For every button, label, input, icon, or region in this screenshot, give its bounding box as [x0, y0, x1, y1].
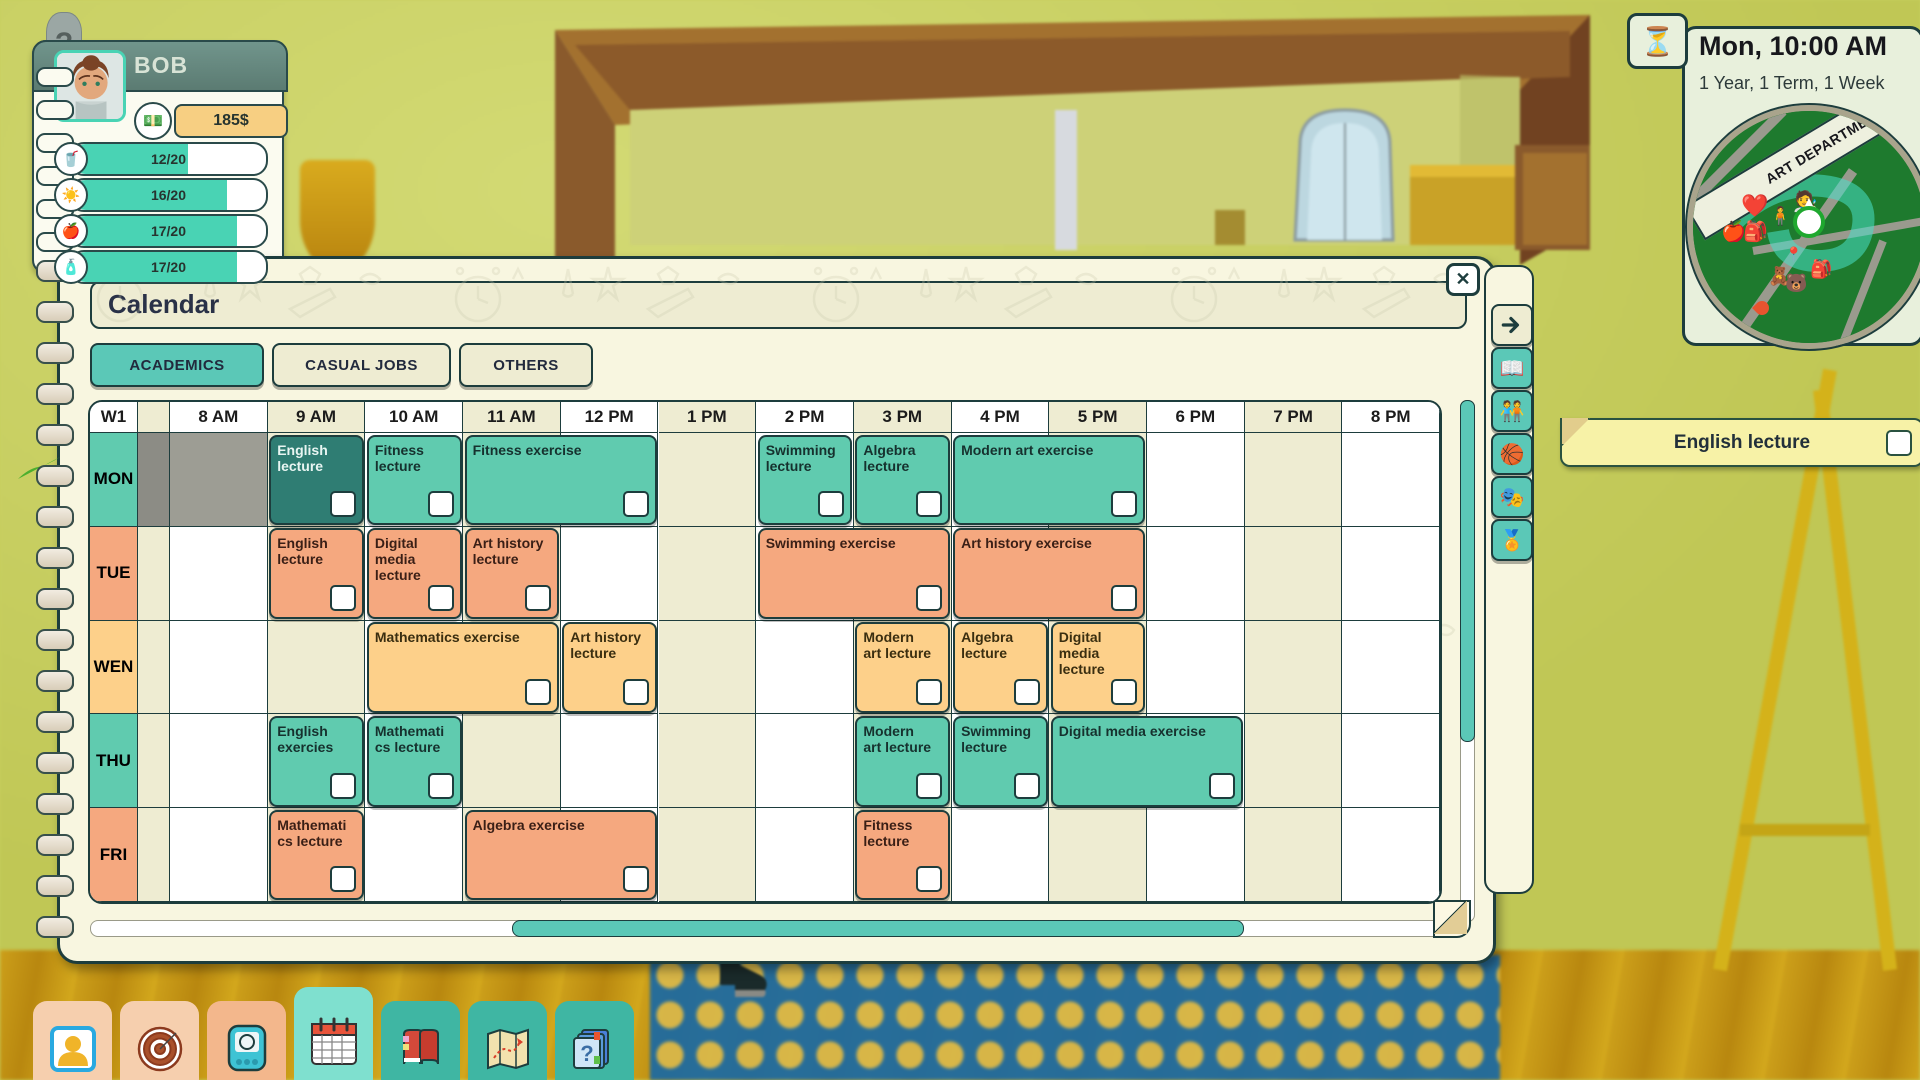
svg-text:?: ? — [580, 1041, 593, 1066]
